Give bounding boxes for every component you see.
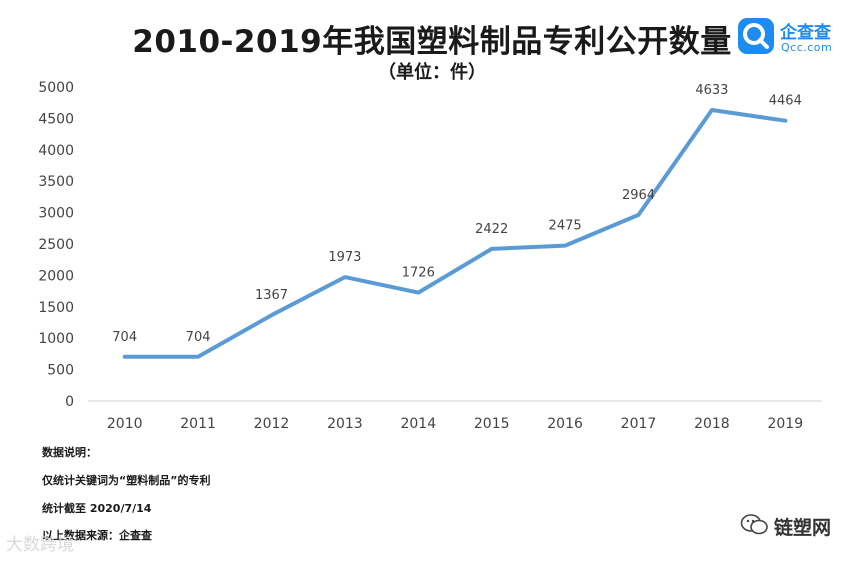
y-tick-label: 0 (65, 394, 74, 410)
qcc-logo-name: 企查查 (780, 23, 831, 43)
qcc-logo-domain: Qcc.com (781, 41, 833, 54)
note-source: 以上数据来源：企查查 (42, 529, 152, 542)
y-tick-label: 1500 (38, 300, 74, 316)
data-label: 704 (186, 330, 211, 345)
x-tick-label: 2012 (254, 416, 290, 432)
y-tick-label: 4500 (38, 111, 74, 127)
x-tick-label: 2014 (400, 416, 436, 432)
data-label: 2964 (622, 188, 655, 203)
note-scope: 仅统计关键词为“塑料制品”的专利 (42, 474, 211, 487)
chart-title: 2010-2019年我国塑料制品专利公开数量 (132, 24, 732, 60)
y-tick-label: 3500 (38, 174, 74, 190)
watermark-right: 链塑网 (740, 512, 860, 540)
data-label: 4464 (769, 94, 802, 109)
note-heading: 数据说明： (42, 446, 97, 459)
chart-subtitle: （单位：件） (378, 62, 486, 83)
y-tick-label: 1000 (38, 331, 74, 347)
data-label: 2422 (475, 222, 508, 237)
data-label: 1367 (255, 288, 288, 303)
y-tick-label: 2500 (38, 237, 74, 253)
wechat-icon (740, 514, 768, 535)
x-tick-label: 2010 (107, 416, 143, 432)
y-tick-label: 5000 (38, 80, 74, 96)
data-label: 2475 (549, 219, 582, 234)
y-tick-label: 500 (47, 363, 74, 379)
y-tick-label: 3000 (38, 206, 74, 222)
data-label: 1726 (402, 266, 435, 281)
data-label: 704 (112, 330, 137, 345)
x-tick-label: 2015 (474, 416, 510, 432)
y-tick-label: 2000 (38, 268, 74, 284)
watermark-right-text: 链塑网 (774, 517, 832, 539)
qcc-logo-icon (738, 18, 774, 54)
data-label: 1973 (328, 250, 361, 265)
x-tick-label: 2019 (767, 416, 803, 432)
x-tick-label: 2018 (694, 416, 730, 432)
watermark-left: 大数跨境 (6, 535, 74, 555)
x-tick-label: 2017 (621, 416, 657, 432)
y-tick-label: 4000 (38, 143, 74, 159)
data-label: 4633 (695, 83, 728, 98)
note-cutoff: 统计截至 2020/7/14 (42, 502, 152, 515)
x-tick-label: 2016 (547, 416, 583, 432)
x-tick-label: 2013 (327, 416, 363, 432)
series-line (122, 108, 788, 359)
x-tick-label: 2011 (180, 416, 216, 432)
qcc-logo: 企查查 Qcc.com (738, 18, 848, 58)
